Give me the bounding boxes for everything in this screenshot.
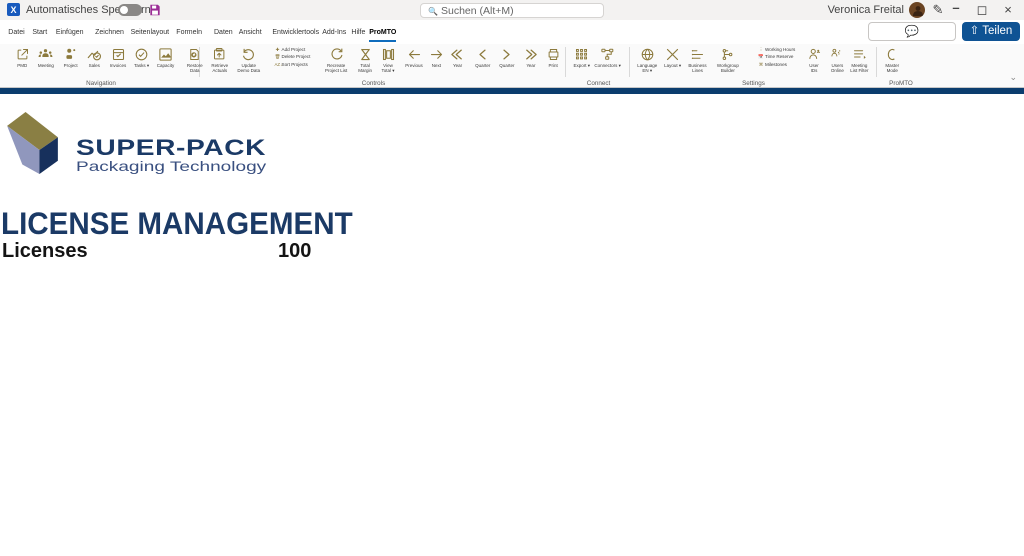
- svg-text:X: X: [10, 5, 16, 15]
